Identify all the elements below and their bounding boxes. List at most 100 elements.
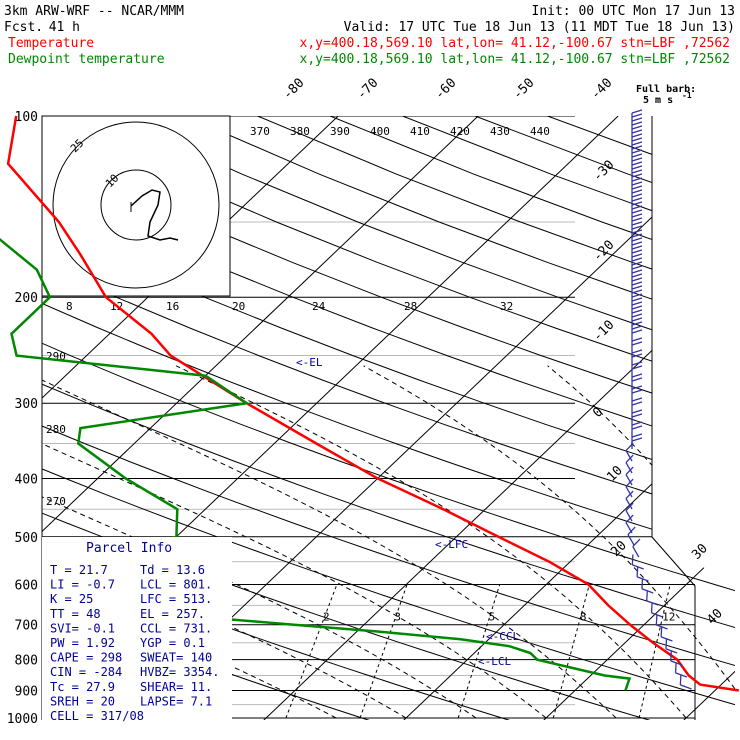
- isotherm-label-side: -10: [590, 318, 617, 345]
- barb-flag: [660, 626, 663, 637]
- dry-adiabat: [42, 116, 735, 720]
- wind-barb: [625, 442, 634, 462]
- parcel-row-right: LAPSE= 7.1: [140, 694, 212, 708]
- hodograph-speed-label: 8: [66, 300, 73, 313]
- dry-adiabat: [42, 116, 735, 720]
- barb-flag: [631, 373, 643, 378]
- barb-flag: [631, 554, 634, 565]
- barb-flag: [631, 365, 643, 370]
- barb-flag: [631, 305, 643, 310]
- parcel-row-left: TT = 48: [50, 607, 101, 621]
- wind-barb: [631, 241, 643, 257]
- barb-flag: [631, 133, 643, 138]
- barb-flag: [631, 421, 643, 426]
- temperature-profile: [6, 115, 739, 692]
- isotherm-label-top: -80: [280, 76, 307, 103]
- barb-flag: [631, 253, 643, 258]
- barb-flag: [631, 117, 643, 122]
- barb-flag: [650, 602, 653, 613]
- theta-label-top: 390: [330, 125, 350, 138]
- barb-flag: [631, 297, 643, 302]
- barb-flag: [631, 137, 643, 142]
- wind-barb: [631, 121, 643, 137]
- barb-flag: [631, 389, 643, 394]
- wind-barb: [631, 109, 643, 125]
- barb-flag: [631, 433, 643, 438]
- forecast-label: Fcst.: [4, 20, 43, 35]
- parcel-row-left: PW = 1.92: [50, 636, 115, 650]
- theta-label-top: 440: [530, 125, 550, 138]
- pressure-label-800: 800: [15, 654, 38, 669]
- hodograph: 25 10: [41, 115, 231, 297]
- forecast-hour: 41 h: [49, 20, 80, 35]
- el-marker: <-EL: [296, 356, 323, 369]
- barb-flag: [631, 209, 643, 214]
- moist-adiabat: [42, 365, 477, 719]
- barb-flag: [631, 189, 643, 194]
- barb-flag: [631, 397, 643, 402]
- isotherm-label-side: 0: [590, 405, 606, 421]
- barb-flag: [631, 401, 643, 406]
- barb-flag: [631, 109, 643, 114]
- wind-barb: [631, 313, 643, 329]
- barb-flag: [625, 514, 634, 524]
- wind-barbs: [625, 109, 692, 690]
- pressure-label-700: 700: [15, 619, 38, 634]
- barb-flag: [631, 145, 643, 150]
- barb-flag: [655, 614, 658, 625]
- barb-flag: [631, 169, 643, 174]
- barb-shaft: [625, 450, 633, 462]
- lfc-marker: <-LFC: [435, 538, 468, 551]
- barb-flag: [631, 313, 643, 318]
- barb-flag: [625, 442, 634, 452]
- isotherm-label-side: 40: [704, 606, 726, 628]
- barb-flag: [631, 349, 643, 354]
- isotherm: [252, 116, 735, 720]
- mixing-ratio-label-3: 3: [394, 611, 401, 624]
- parcel-row-left: SVI= -0.1: [50, 621, 115, 635]
- mixing-ratio-line: [285, 584, 338, 719]
- wind-barb: [631, 181, 643, 197]
- parcel-row-right: YGP = 0.1: [140, 636, 205, 650]
- barb-flag: [631, 237, 643, 242]
- parcel-row-left: CELL = 317/08: [50, 709, 144, 723]
- barb-flag: [631, 165, 643, 170]
- barb-flag: [665, 638, 668, 649]
- barb-flag: [631, 341, 643, 346]
- wind-barb: [631, 337, 643, 353]
- mixing-ratio-label-5: 5: [489, 611, 496, 624]
- barb-flag: [631, 241, 643, 246]
- parcel-row-left: CIN = -284: [50, 665, 122, 679]
- barb-flag: [631, 265, 643, 270]
- wind-barb: [631, 433, 643, 449]
- barb-flag: [631, 149, 643, 154]
- mixing-ratio-label-8: 8: [580, 611, 587, 624]
- isotherm: [42, 116, 479, 720]
- wind-barb: [631, 361, 643, 377]
- barb-flag: [631, 129, 643, 134]
- barb-flag: [631, 197, 643, 202]
- mixing-ratio-label-12: 12: [662, 611, 675, 624]
- wind-barb: [631, 373, 643, 389]
- valid-time: Valid: 17 UTC Tue 18 Jun 13 (11 MDT Tue …: [344, 20, 735, 35]
- moist-adiabat: [42, 365, 547, 719]
- barb-flag: [631, 261, 643, 266]
- barb-flag: [631, 377, 643, 382]
- barb-flag: [670, 650, 672, 661]
- wind-barb: [631, 421, 643, 437]
- theta-label-top: 380: [290, 125, 310, 138]
- temperature-location: x,y=400.18,569.10 lat,lon= 41.12,-100.67…: [300, 36, 730, 51]
- barb-flag: [631, 125, 643, 130]
- barb-flag: [625, 478, 634, 488]
- parcel-row-left: T = 21.7: [50, 563, 108, 577]
- barb-flag: [636, 566, 639, 577]
- dry-adiabat: [42, 116, 735, 720]
- barb-shaft: [680, 684, 692, 690]
- wind-barb: [631, 265, 643, 281]
- parcel-info-panel: [42, 537, 232, 727]
- barb-flag: [631, 177, 643, 182]
- barb-flag: [674, 662, 677, 673]
- barb-flag: [631, 309, 643, 314]
- moist-adiabat: [42, 365, 337, 719]
- wind-barb: [631, 301, 643, 317]
